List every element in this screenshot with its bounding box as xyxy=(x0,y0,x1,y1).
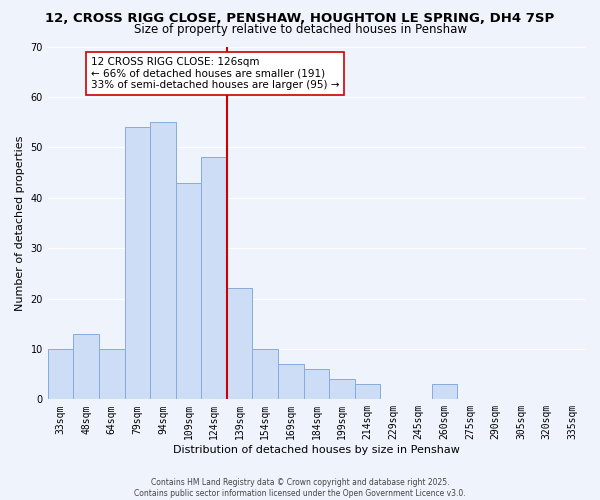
Bar xyxy=(48,349,73,400)
Bar xyxy=(227,288,253,400)
Bar xyxy=(355,384,380,400)
X-axis label: Distribution of detached houses by size in Penshaw: Distribution of detached houses by size … xyxy=(173,445,460,455)
Bar xyxy=(329,379,355,400)
Bar xyxy=(176,182,201,400)
Bar xyxy=(125,127,150,400)
Text: 12 CROSS RIGG CLOSE: 126sqm
← 66% of detached houses are smaller (191)
33% of se: 12 CROSS RIGG CLOSE: 126sqm ← 66% of det… xyxy=(91,57,339,90)
Bar xyxy=(431,384,457,400)
Bar xyxy=(99,349,125,400)
Bar xyxy=(201,158,227,400)
Text: Contains HM Land Registry data © Crown copyright and database right 2025.
Contai: Contains HM Land Registry data © Crown c… xyxy=(134,478,466,498)
Bar xyxy=(253,349,278,400)
Text: Size of property relative to detached houses in Penshaw: Size of property relative to detached ho… xyxy=(133,22,467,36)
Y-axis label: Number of detached properties: Number of detached properties xyxy=(15,135,25,310)
Bar xyxy=(73,334,99,400)
Bar xyxy=(304,369,329,400)
Bar xyxy=(150,122,176,400)
Bar xyxy=(278,364,304,400)
Text: 12, CROSS RIGG CLOSE, PENSHAW, HOUGHTON LE SPRING, DH4 7SP: 12, CROSS RIGG CLOSE, PENSHAW, HOUGHTON … xyxy=(46,12,554,26)
